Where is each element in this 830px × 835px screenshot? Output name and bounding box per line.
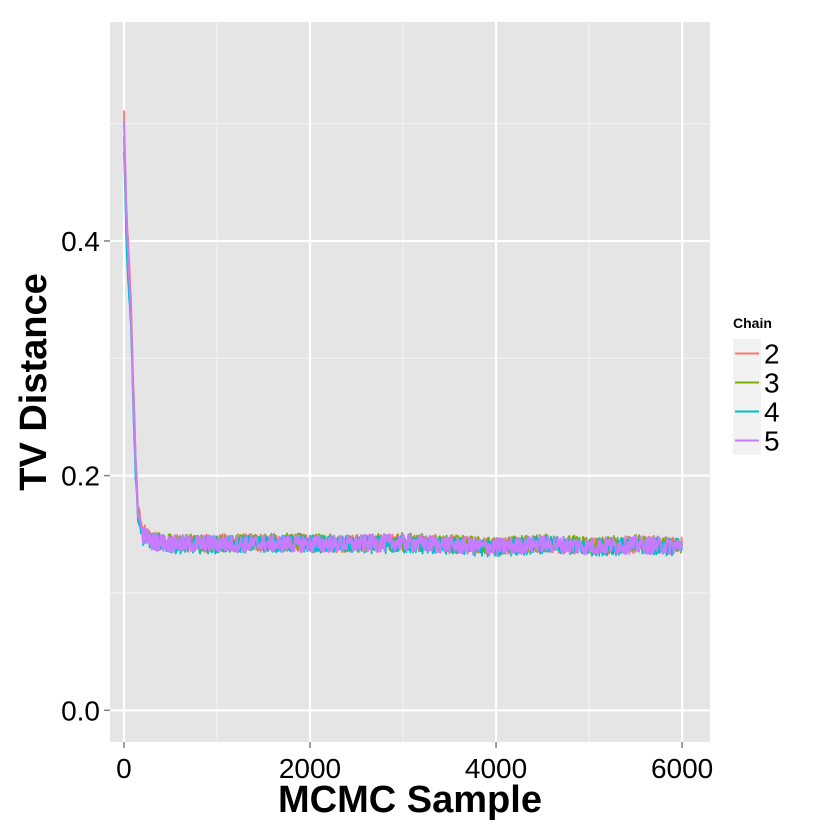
- x-tick-label: 0: [116, 753, 132, 784]
- legend-label-5: 5: [764, 426, 780, 457]
- y-tick-label: 0.2: [61, 461, 100, 492]
- x-tick-label: 4000: [465, 753, 527, 784]
- series-line-5: [122, 121, 684, 557]
- x-tick-label: 2000: [279, 753, 341, 784]
- grid-minor: [110, 22, 710, 742]
- legend-label-4: 4: [764, 397, 780, 428]
- legend-label-3: 3: [764, 368, 780, 399]
- plot-panel: [110, 22, 710, 742]
- series-layer: [122, 110, 684, 558]
- legend-label-2: 2: [764, 339, 780, 370]
- legend-title: Chain: [733, 315, 772, 331]
- x-axis-ticks: 0 2000 4000 6000: [116, 742, 713, 784]
- y-tick-label: 0.4: [61, 226, 100, 257]
- y-tick-label: 0.0: [61, 695, 100, 726]
- x-axis-title: MCMC Sample: [278, 779, 542, 821]
- y-axis-title: TV Distance: [13, 273, 55, 491]
- y-axis-ticks: 0.0 0.2 0.4: [61, 226, 110, 726]
- x-tick-label: 6000: [651, 753, 713, 784]
